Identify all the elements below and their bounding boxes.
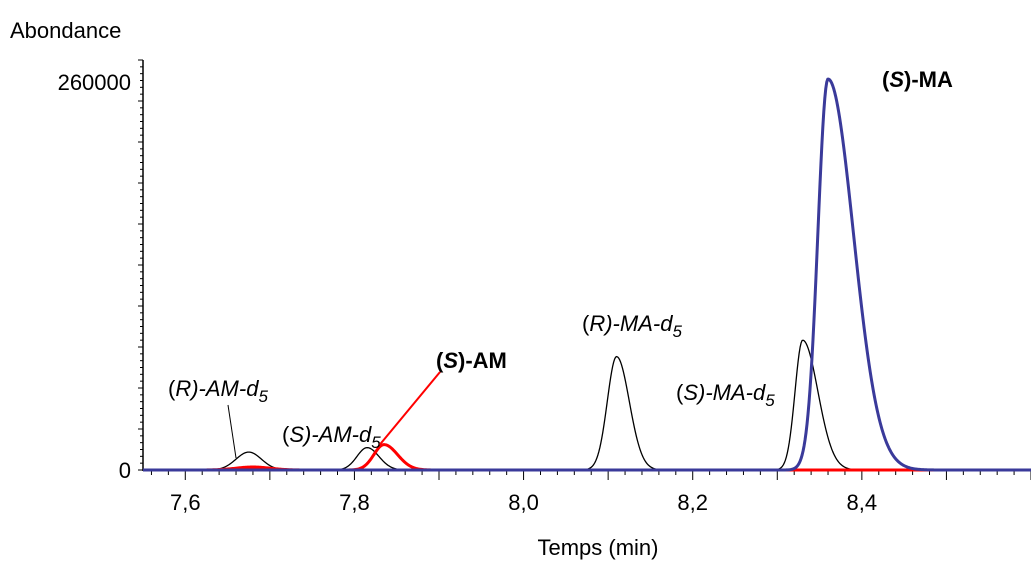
label-part: R — [175, 376, 191, 401]
series-line-2 — [143, 339, 1031, 471]
label-part: S — [289, 422, 304, 447]
series-group — [142, 77, 1031, 472]
label-part: d — [359, 422, 372, 447]
series-line-0 — [142, 77, 1031, 472]
peak-label-1: (S)-AM-d5 — [282, 422, 381, 452]
label-part: S — [889, 67, 904, 92]
peak-label-5: (S)-MA — [882, 67, 953, 92]
label-part: )-MA- — [602, 311, 660, 336]
pointer-line-0 — [227, 404, 237, 459]
label-part: )-MA- — [695, 380, 753, 405]
label-part: R — [589, 311, 605, 336]
label-part: ( — [282, 422, 290, 447]
label-part: d — [246, 376, 259, 401]
axes: 7,6 7,8 8,0 8,2 8,4 0 260000 Abondance Temps (mi… — [10, 18, 1031, 560]
label-part: ( — [882, 67, 890, 92]
peak-label-0: (R)-AM-d5 — [168, 376, 268, 406]
label-part: ( — [676, 380, 684, 405]
label-part: d — [660, 311, 673, 336]
label-part: d — [753, 380, 766, 405]
label-part: 5 — [371, 433, 381, 452]
label-part: 5 — [765, 391, 775, 410]
label-part: S — [443, 348, 458, 373]
x-tick-label: 8,0 — [508, 490, 539, 515]
label-part: )-AM — [458, 348, 507, 373]
y-axis-title: Abondance — [10, 18, 121, 43]
label-part: ( — [436, 348, 444, 373]
y-tick-label: 260000 — [58, 70, 131, 95]
x-tick-label: 7,6 — [170, 490, 201, 515]
label-part: S — [683, 380, 698, 405]
label-part: ( — [582, 311, 590, 336]
labels-group: (R)-AM-d5(S)-AM-d5(S)-AM(R)-MA-d5(S)-MA-… — [168, 67, 953, 459]
pointer-line-2 — [379, 371, 441, 446]
peak-label-2: (S)-AM — [436, 348, 507, 373]
x-tick-label: 7,8 — [339, 490, 370, 515]
label-part: 5 — [258, 387, 268, 406]
label-part: 5 — [672, 322, 682, 341]
peak-label-3: (R)-MA-d5 — [582, 311, 682, 341]
y-tick-label: 0 — [119, 458, 131, 483]
x-tick-label: 8,4 — [847, 490, 878, 515]
label-part: )-MA — [904, 67, 953, 92]
label-part: )-AM- — [188, 376, 246, 401]
peak-label-4: (S)-MA-d5 — [676, 380, 775, 410]
x-tick-label: 8,2 — [677, 490, 708, 515]
label-part: )-AM- — [301, 422, 359, 447]
series-line-1 — [142, 443, 1031, 472]
x-axis-title: Temps (min) — [537, 535, 658, 560]
label-part: ( — [168, 376, 176, 401]
